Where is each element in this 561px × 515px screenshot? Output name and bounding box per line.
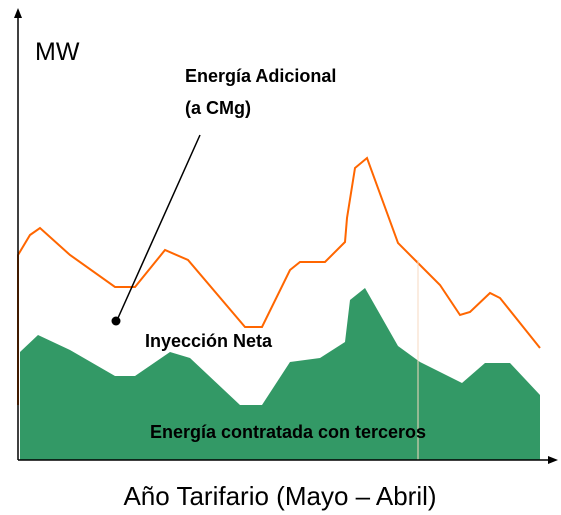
x-axis-label: Año Tarifario (Mayo – Abril): [123, 481, 436, 511]
annotation: Energía contratada con terceros: [150, 422, 426, 442]
annotation: Inyección Neta: [145, 331, 273, 351]
annotation: (a CMg): [185, 98, 251, 118]
y-axis-arrow: [14, 8, 22, 18]
annotation-leader: [117, 134, 201, 319]
x-axis-arrow: [548, 456, 558, 464]
y-axis-label: MW: [35, 38, 80, 66]
annotation: Energía Adicional: [185, 66, 336, 86]
contracted-energy-area: [20, 288, 540, 460]
annotation-dot: [111, 316, 121, 326]
marginal-cost-line: [17, 156, 541, 405]
